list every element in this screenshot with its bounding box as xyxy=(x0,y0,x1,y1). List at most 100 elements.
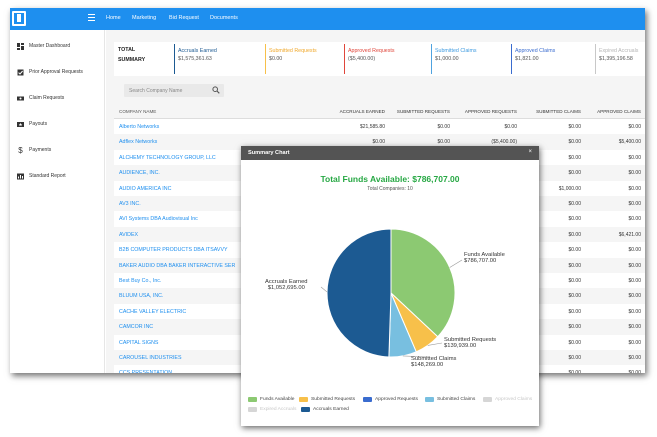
cell-submitted-claims: $0.00 xyxy=(568,324,581,331)
legend-item-submitted-requests[interactable]: Submitted Requests xyxy=(299,397,355,402)
card-value: $1,575,361.63 xyxy=(178,56,212,62)
company-name-link[interactable]: AUDIO AMERICA INC xyxy=(119,185,172,192)
pie-label-submitted-claims: Submitted Claims $148,269.00 xyxy=(411,356,456,368)
chart-title: Total Funds Available: $786,707.00 xyxy=(320,174,460,184)
cell-submitted-requests: $0.00 xyxy=(437,139,450,146)
card-title: Accruals Earned xyxy=(178,48,217,54)
table-row: Adflex Networks $0.00 $0.00 ($5,400.00) $0.0… xyxy=(114,134,645,150)
search-icon[interactable] xyxy=(212,86,220,94)
summary-card-approved-requests[interactable]: Approved Requests ($5,400.00) xyxy=(344,42,428,76)
cell-submitted-claims: $0.00 xyxy=(568,278,581,284)
legend-label: Funds Available xyxy=(260,397,295,402)
sidebar-item-payouts[interactable]: Payouts xyxy=(17,119,47,129)
legend-item-approved-requests[interactable]: Approved Requests xyxy=(363,397,418,402)
pie-slice-accruals-earned[interactable] xyxy=(326,228,392,358)
company-name-link[interactable]: AVI Systems DBA Audiovisual Inc xyxy=(119,216,198,223)
column-header-approved-claims[interactable]: APPROVED CLAIMS xyxy=(597,109,641,114)
pie-slice-funds-available[interactable] xyxy=(390,228,456,338)
card-accent-bar xyxy=(174,44,176,74)
column-header-approved-requests[interactable]: APPROVED REQUESTS xyxy=(464,109,517,114)
legend-label: Submitted Requests xyxy=(311,397,356,402)
report-icon xyxy=(17,173,24,180)
legend-item-funds-available[interactable]: Funds Available xyxy=(248,397,294,402)
ticket-icon xyxy=(17,95,24,102)
cell-approved-claims: $5,400.00 xyxy=(618,139,641,146)
legend-label: Submitted Claims xyxy=(437,397,476,402)
cell-approved-claims: $0.00 xyxy=(628,308,641,315)
summary-card-submitted-claims[interactable]: Submitted Claims $1,000.00 xyxy=(431,42,509,76)
legend-label: Expired Accruals xyxy=(260,407,297,412)
sidebar-item-label: Standard Report xyxy=(29,173,66,179)
pie-label-name: Submitted Requests xyxy=(444,337,497,343)
card-value: $1,000.00 xyxy=(435,56,459,62)
summary-cards: TOTAL SUMMARY Accruals Earned $1,575,361… xyxy=(114,42,645,76)
company-name-link[interactable]: ALCHEMY TECHNOLOGY GROUP, LLC xyxy=(119,154,216,161)
card-accent-bar xyxy=(265,44,267,74)
legend-item-approved-claims[interactable]: Approved Claims xyxy=(483,397,532,402)
column-header-company-name[interactable]: COMPANY NAME xyxy=(119,109,157,114)
cell-accruals-earned: $21,585.80 xyxy=(359,124,385,130)
card-value: $0.00 xyxy=(269,56,283,62)
summary-card-submitted-requests[interactable]: Submitted Requests $0.00 xyxy=(265,42,341,76)
pie-label-name: Funds Available xyxy=(464,252,505,258)
cell-approved-requests: $0.00 xyxy=(504,124,517,130)
company-name-link[interactable]: BLUUM USA, INC. xyxy=(119,293,164,300)
summary-card-expired-accruals[interactable]: Expired Accruals $1,395,196.58 xyxy=(595,42,645,76)
card-accent-bar xyxy=(511,44,513,74)
sidebar: Master Dashboard Prior Approval Requests… xyxy=(10,30,105,373)
column-header-submitted-claims[interactable]: SUBMITTED CLAIMS xyxy=(536,109,581,114)
cell-submitted-claims: $0.00 xyxy=(568,308,581,315)
card-title: Submitted Claims xyxy=(435,48,477,54)
nav-documents[interactable]: Documents xyxy=(210,15,238,21)
total-summary-label: TOTAL SUMMARY xyxy=(114,42,174,76)
company-name-link[interactable]: Alberto Networks xyxy=(119,124,160,130)
cell-accruals-earned: $0.00 xyxy=(372,139,385,146)
table-row: Alberto Networks $21,585.80 $0.00 $0.00 $0.0… xyxy=(114,119,645,135)
company-name-link[interactable]: CCS PRESENTATION xyxy=(119,370,172,373)
nav-home[interactable]: Home xyxy=(106,15,121,21)
search-input[interactable]: Search Company Name xyxy=(124,84,224,97)
summary-chart-modal: Summary Chart × Total Funds Available: $… xyxy=(241,146,539,426)
sidebar-item-standard-report[interactable]: Standard Report xyxy=(17,171,66,181)
company-name-link[interactable]: B2B COMPUTER PRODUCTS DBA ITSAVVY xyxy=(119,247,228,254)
app-logo-icon[interactable] xyxy=(12,11,26,26)
company-name-link[interactable]: CAROUSEL INDUSTRIES xyxy=(119,355,182,361)
close-icon[interactable]: × xyxy=(528,149,532,155)
summary-card-accruals-earned[interactable]: Accruals Earned $1,575,361.63 xyxy=(174,42,260,76)
cell-approved-claims: $0.00 xyxy=(628,339,641,346)
sidebar-item-master-dashboard[interactable]: Master Dashboard xyxy=(17,41,70,51)
company-name-link[interactable]: AV3 INC. xyxy=(119,201,141,207)
pie-label-accruals-earned: Accruals Earned $1,052,695.00 xyxy=(265,279,308,291)
sidebar-item-label: Prior Approval Requests xyxy=(29,69,83,75)
cell-submitted-claims: $0.00 xyxy=(568,339,581,346)
company-name-link[interactable]: AUDIENCE, INC. xyxy=(119,170,160,177)
company-name-link[interactable]: BAKER AUDIO DBA BAKER INTERACTIVE SER xyxy=(119,262,236,269)
legend-item-accruals-earned[interactable]: Accruals Earned xyxy=(301,407,349,412)
company-name-link[interactable]: CAPITAL SIGNS xyxy=(119,339,159,346)
company-name-link[interactable]: Best Buy Co., Inc. xyxy=(119,278,162,284)
company-name-link[interactable]: CAMCOR INC xyxy=(119,324,154,331)
column-header-submitted-requests[interactable]: SUBMITTED REQUESTS xyxy=(396,109,450,114)
pie-label-value: $786,707.00 xyxy=(464,258,497,264)
company-name-link[interactable]: Adflex Networks xyxy=(119,139,158,146)
sidebar-item-claim-requests[interactable]: Claim Requests xyxy=(17,93,64,103)
legend-item-submitted-claims[interactable]: Submitted Claims xyxy=(425,397,475,402)
hamburger-menu-icon[interactable] xyxy=(88,14,95,21)
legend-item-expired-accruals[interactable]: Expired Accruals xyxy=(248,407,296,412)
card-accent-bar xyxy=(431,44,433,74)
company-name-link[interactable]: CACHE VALLEY ELECTRIC xyxy=(119,308,187,315)
column-header-accruals-earned[interactable]: ACCRUALS EARNED xyxy=(339,109,385,114)
sidebar-item-prior-approval-requests[interactable]: Prior Approval Requests xyxy=(17,67,83,77)
company-name-link[interactable]: AVIDEX xyxy=(119,231,139,238)
cell-submitted-claims: $1,000.00 xyxy=(558,185,581,192)
nav-marketing[interactable]: Marketing xyxy=(132,15,157,21)
nav-bid-request[interactable]: Bid Request xyxy=(169,15,199,21)
modal-title: Summary Chart xyxy=(248,150,290,156)
card-accent-bar xyxy=(595,44,597,74)
total-summary-text: TOTAL SUMMARY xyxy=(118,47,146,63)
card-value: $1,821.00 xyxy=(515,56,539,62)
summary-card-approved-claims[interactable]: Approved Claims $1,821.00 xyxy=(511,42,593,76)
sidebar-item-payments[interactable]: $ Payments xyxy=(17,145,51,155)
cell-approved-requests: ($5,400.00) xyxy=(491,139,517,146)
pie-chart xyxy=(320,228,463,358)
